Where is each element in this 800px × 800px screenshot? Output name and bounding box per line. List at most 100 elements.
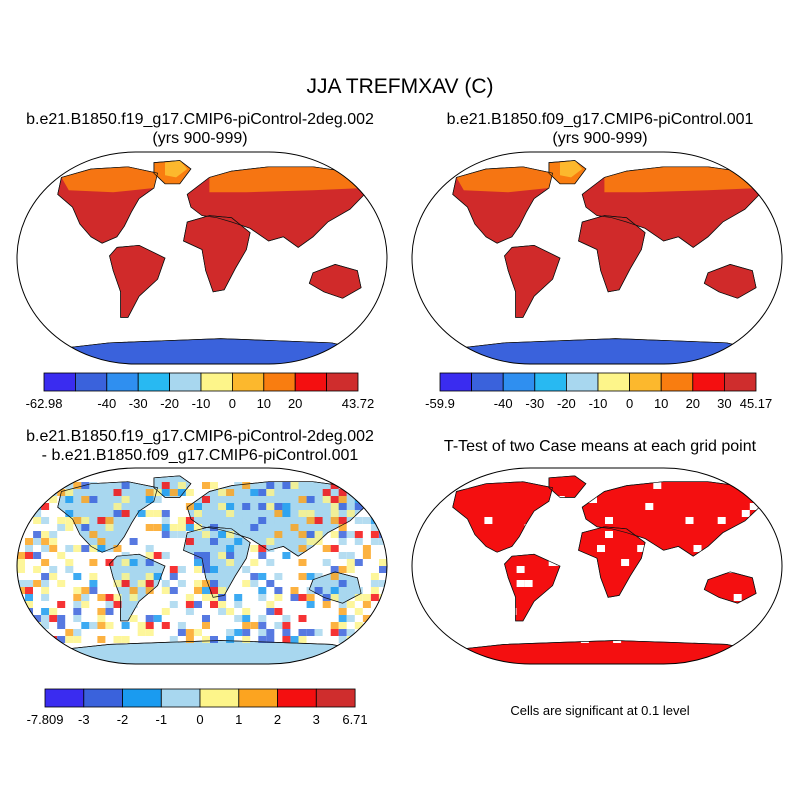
grid-cell <box>145 496 154 503</box>
grid-cell <box>161 622 170 629</box>
grid-cell <box>65 636 74 643</box>
grid-cell <box>185 489 194 496</box>
grid-cell <box>556 559 565 566</box>
grid-cell <box>242 566 251 573</box>
grid-cell <box>266 517 275 524</box>
colorbar-1-label: -10 <box>192 396 211 411</box>
colorbar-2-swatch <box>597 372 631 392</box>
grid-cell <box>161 531 170 538</box>
grid-cell <box>757 545 766 552</box>
grid-cell <box>428 524 437 531</box>
grid-cell <box>460 482 469 489</box>
grid-cell <box>41 545 50 552</box>
grid-cell <box>298 510 307 517</box>
grid-cell <box>105 601 114 608</box>
grid-cell <box>757 503 766 510</box>
panel-4-title-line1: T-Test of two Case means at each grid po… <box>443 438 757 455</box>
grid-cell <box>81 601 90 608</box>
significance-note: Cells are significant at 0.1 level <box>510 703 690 718</box>
grid-cell <box>81 496 90 503</box>
grid-cell <box>338 524 347 531</box>
grid-cell <box>121 608 130 615</box>
grid-cell <box>25 587 33 594</box>
grid-cell <box>379 559 387 566</box>
grid-cell <box>194 580 202 587</box>
grid-cell <box>226 545 235 552</box>
grid-cell <box>346 510 355 517</box>
grid-cell <box>508 622 517 629</box>
colorbar-3-label: -1 <box>156 712 168 727</box>
coast-greenland <box>548 160 587 185</box>
grid-cell <box>468 566 477 573</box>
grid-cell <box>169 489 178 496</box>
grid-cell <box>41 531 50 538</box>
grid-cell <box>298 629 307 636</box>
grid-cell <box>41 517 50 524</box>
grid-cell <box>234 629 243 636</box>
grid-cell <box>346 615 355 622</box>
grid-cell <box>258 615 267 622</box>
grid-cell <box>65 496 74 503</box>
grid-cell <box>57 615 66 622</box>
grid-cell <box>25 601 33 608</box>
grid-cell <box>621 559 630 566</box>
grid-cell <box>290 594 299 601</box>
grid-cell <box>121 559 130 566</box>
grid-cell <box>161 580 170 587</box>
panel-2-title-line1: b.e21.B1850.f09_g17.CMIP6-piControl.001 <box>446 111 754 128</box>
grid-cell <box>322 496 331 503</box>
grid-cell <box>145 524 154 531</box>
grid-cell <box>185 503 194 510</box>
grid-cell <box>306 510 315 517</box>
greenland-interior <box>165 160 188 178</box>
grid-cell <box>266 580 275 587</box>
figure-title: JJA TREFMXAV (C) <box>306 75 494 98</box>
grid-cell <box>524 545 533 552</box>
grid-cell <box>49 566 58 573</box>
grid-cell <box>258 594 267 601</box>
grid-cell <box>113 601 122 608</box>
grid-cell <box>137 629 146 636</box>
grid-cell <box>121 489 130 496</box>
colorbar-3-label: 3 <box>313 712 320 727</box>
grid-cell <box>306 538 315 545</box>
grid-cell <box>25 510 33 517</box>
colorbar-2-swatch <box>534 372 567 392</box>
grid-cell <box>89 622 98 629</box>
grid-cell <box>185 629 194 636</box>
coast-southAmerica <box>504 553 561 622</box>
grid-cell <box>169 531 178 538</box>
grid-cell <box>89 580 98 587</box>
grid-cell <box>105 517 114 524</box>
grid-cell <box>17 496 25 503</box>
grid-cell <box>145 559 154 566</box>
grid-cell <box>41 622 50 629</box>
grid-cell <box>89 587 98 594</box>
grid-cell <box>17 503 25 510</box>
colorbar-3-swatch <box>122 688 162 708</box>
coast-southAmerica <box>504 244 561 318</box>
grid-cell <box>613 636 622 643</box>
colorbar-2-label: 20 <box>686 396 700 411</box>
grid-cell <box>73 615 82 622</box>
grid-cell <box>290 482 299 489</box>
colorbar-2-swatch <box>502 372 536 392</box>
grid-cell <box>145 552 154 559</box>
grid-cell <box>274 594 283 601</box>
grid-cell <box>508 608 517 615</box>
grid-cell <box>234 482 243 489</box>
grid-cell <box>81 517 90 524</box>
grid-cell <box>653 622 662 629</box>
grid-cell <box>202 482 210 489</box>
grid-cell <box>379 622 387 629</box>
grid-cell <box>274 482 283 489</box>
grid-cell <box>379 566 387 573</box>
grid-cell <box>185 517 194 524</box>
grid-cell <box>41 594 50 601</box>
coast-antarctica <box>34 640 369 664</box>
coast-eurasia <box>581 481 764 557</box>
grid-cell <box>202 531 210 538</box>
grid-cell <box>242 580 251 587</box>
colorbar-3-swatch <box>160 688 201 708</box>
coast-antarctica <box>429 338 764 364</box>
